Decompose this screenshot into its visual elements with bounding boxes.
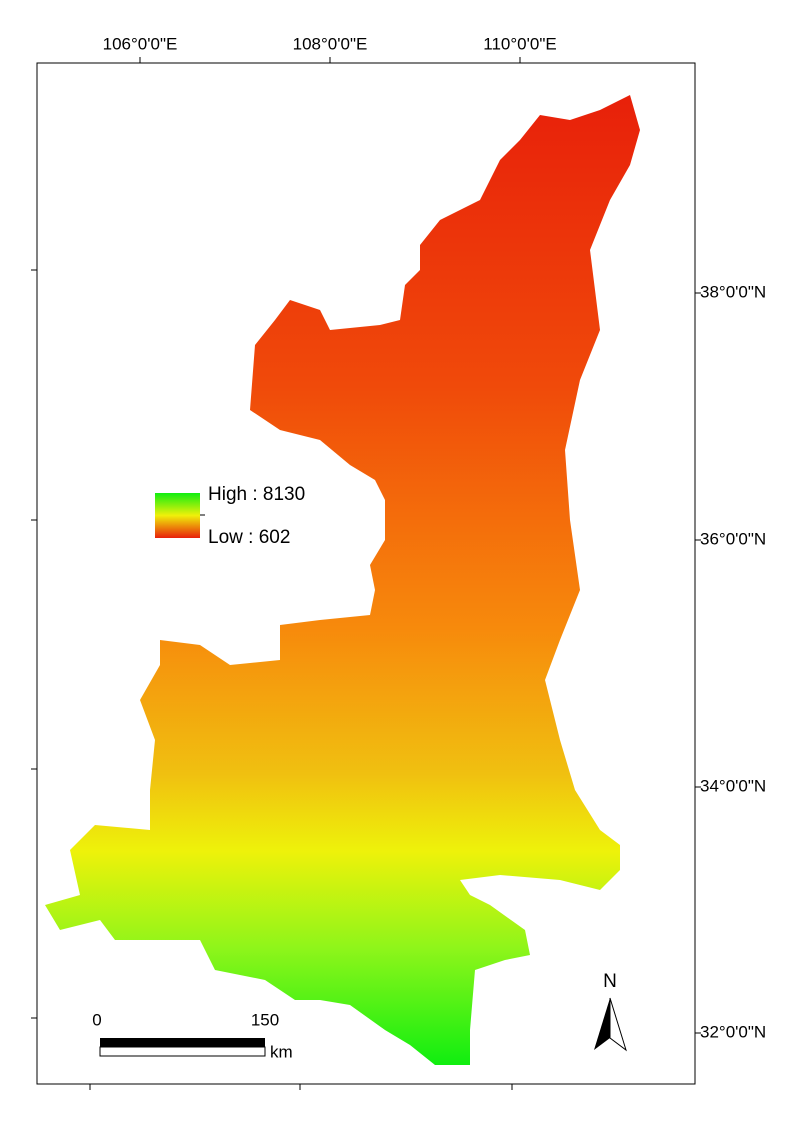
- longitude-label: 106°0'0"E: [103, 34, 178, 53]
- north-arrow: [594, 997, 627, 1052]
- scale-unit: km: [270, 1042, 293, 1061]
- legend-high: High : 8130: [208, 484, 305, 505]
- north-label: N: [603, 971, 617, 992]
- longitude-label: 108°0'0"E: [293, 34, 368, 53]
- longitude-label: 110°0'0"E: [483, 34, 556, 53]
- frame-ticks: [31, 57, 701, 1090]
- latitude-label: 36°0'0"N: [700, 529, 766, 548]
- latitude-label: 32°0'0"N: [700, 1022, 766, 1041]
- scale-bar-top: [100, 1038, 265, 1047]
- legend-low: Low : 602: [208, 527, 290, 548]
- province-raster: [45, 95, 640, 1065]
- scale-end: 150: [251, 1010, 279, 1029]
- legend-ramp: [155, 493, 200, 538]
- scale-start: 0: [92, 1010, 101, 1029]
- map-frame: [36, 62, 696, 1085]
- scale-bar-bottom: [99, 1046, 266, 1057]
- latitude-label: 38°0'0"N: [700, 282, 766, 301]
- latitude-label: 34°0'0"N: [700, 776, 766, 795]
